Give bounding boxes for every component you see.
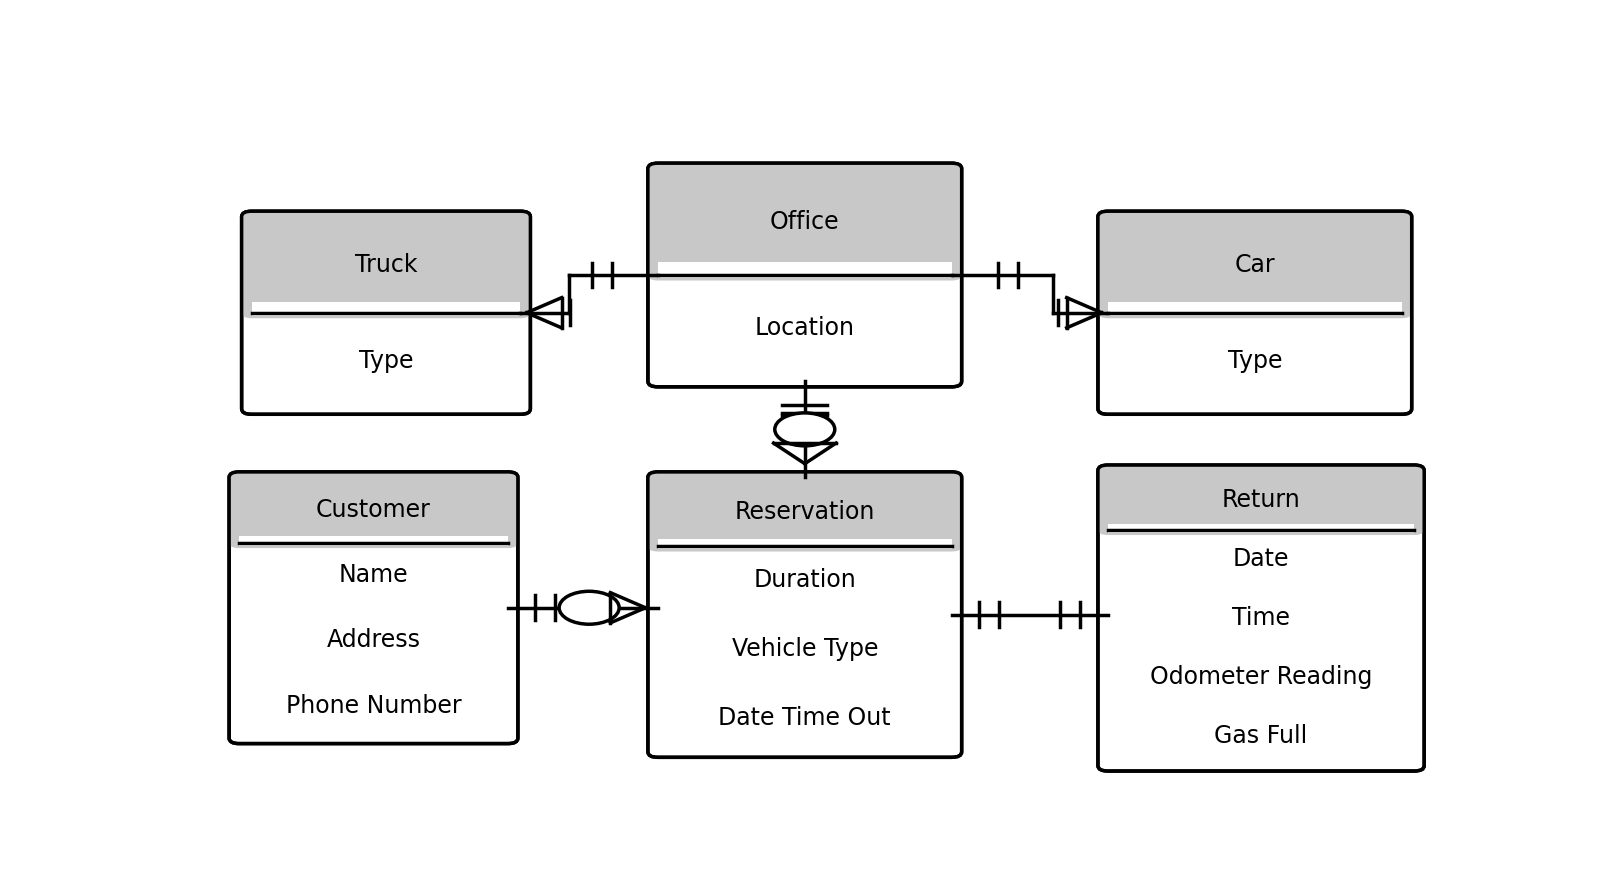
Circle shape [560,592,619,625]
FancyBboxPatch shape [229,472,518,548]
Text: Duration: Duration [753,568,857,593]
Bar [252,302,521,316]
Text: Date Time Out: Date Time Out [718,706,890,730]
Text: Name: Name [339,563,408,587]
Text: Address: Address [326,628,421,652]
Text: Vehicle Type: Vehicle Type [732,637,877,661]
Bar [658,263,952,278]
Text: Office: Office [769,210,840,233]
Text: Truck: Truck [355,253,418,277]
Text: Gas Full: Gas Full [1215,724,1308,748]
Bar [658,539,952,550]
FancyBboxPatch shape [242,211,531,414]
Text: Customer: Customer [316,498,431,522]
Text: Phone Number: Phone Number [286,693,461,717]
FancyBboxPatch shape [648,472,961,552]
FancyBboxPatch shape [242,211,531,318]
Text: Date: Date [1232,547,1289,571]
Text: Return: Return [1221,488,1300,512]
Text: Reservation: Reservation [734,500,874,524]
Text: Car: Car [1234,253,1276,277]
FancyBboxPatch shape [1098,211,1411,414]
FancyBboxPatch shape [648,472,961,757]
Text: Time: Time [1232,606,1290,630]
FancyBboxPatch shape [648,163,961,387]
Bar [239,536,508,546]
Text: Type: Type [1227,348,1282,372]
Text: Location: Location [755,316,855,340]
Circle shape [774,413,836,446]
FancyBboxPatch shape [1098,465,1424,535]
FancyBboxPatch shape [1098,465,1424,771]
Text: Type: Type [358,348,413,372]
Bar [1108,302,1402,316]
FancyBboxPatch shape [229,472,518,744]
FancyBboxPatch shape [1098,211,1411,318]
Bar [1108,524,1415,533]
Text: Odometer Reading: Odometer Reading [1150,665,1373,689]
FancyBboxPatch shape [648,163,961,281]
